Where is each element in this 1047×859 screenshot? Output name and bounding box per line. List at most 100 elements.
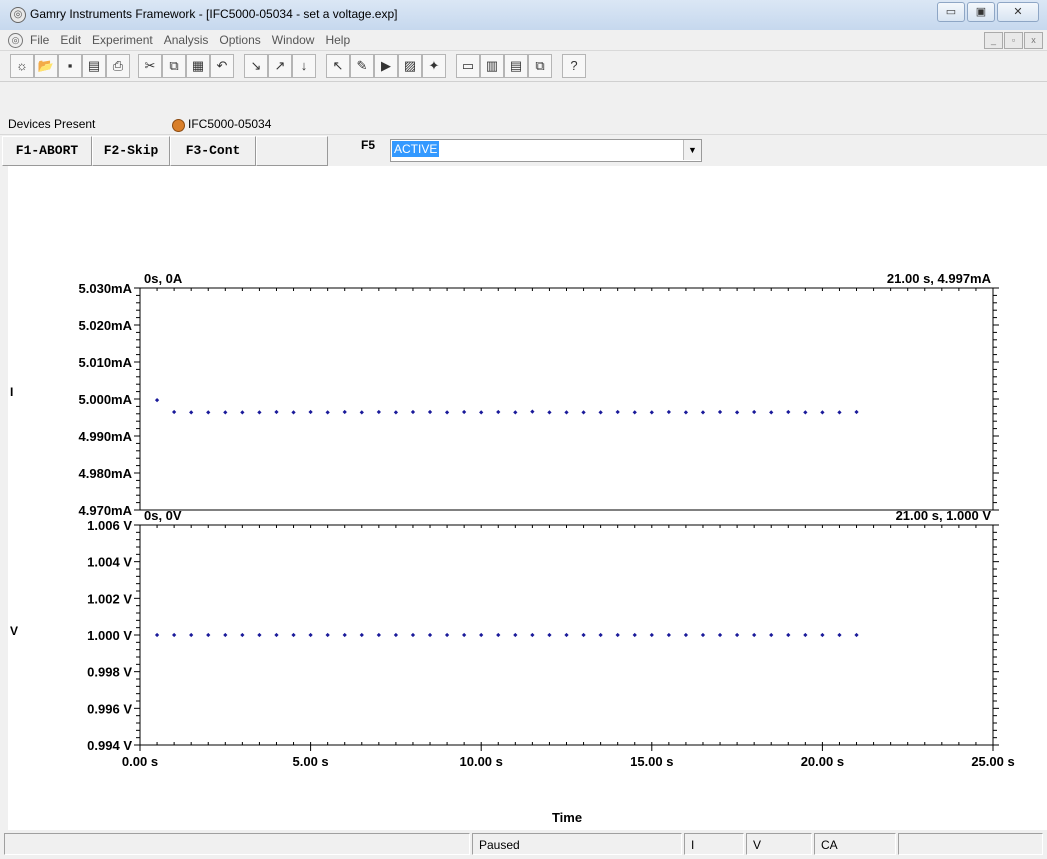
- continue-button[interactable]: F3-Cont: [170, 136, 256, 166]
- data-point: [325, 632, 330, 638]
- data-point: [427, 409, 433, 415]
- device-name[interactable]: IFC5000-05034: [188, 117, 272, 131]
- chevron-down-icon[interactable]: ▼: [683, 140, 701, 160]
- data-point: [154, 632, 160, 638]
- menu-experiment[interactable]: Experiment: [92, 33, 153, 47]
- data-point: [598, 410, 603, 415]
- chart-svg: 5.030mA 5.020mA 5.010mA 5.000mA 4.990mA 4.980…: [10, 271, 1015, 825]
- status-state: Paused: [472, 833, 682, 855]
- status-i: I: [684, 833, 744, 855]
- data-point: [564, 632, 569, 638]
- data-point: [223, 410, 228, 415]
- data-point: [666, 409, 671, 415]
- y-tick-label: 1.002 V: [87, 591, 132, 606]
- save-all-icon[interactable]: ▤: [82, 54, 106, 78]
- data-point: [769, 632, 774, 638]
- plot-area: 5.030mA 5.020mA 5.010mA 5.000mA 4.990mA 4.980…: [8, 166, 1047, 830]
- new-icon[interactable]: ☼: [10, 54, 34, 78]
- data-point: [171, 409, 177, 415]
- cursor-icon[interactable]: ↖: [326, 54, 350, 78]
- data-point: [359, 410, 364, 415]
- data-point: [837, 632, 842, 638]
- data-point: [240, 632, 245, 638]
- pen-icon[interactable]: ✎: [350, 54, 374, 78]
- data-point: [615, 409, 620, 415]
- help-icon[interactable]: ?: [562, 54, 586, 78]
- minimize-icon[interactable]: ▭: [937, 2, 965, 22]
- data-point: [803, 410, 808, 415]
- cut-icon[interactable]: ✂: [138, 54, 162, 78]
- y-tick-label: 5.010mA: [79, 355, 133, 370]
- close-icon[interactable]: ✕: [997, 2, 1039, 22]
- document-menu-icon[interactable]: ◎: [8, 33, 23, 48]
- y-tick-label: 4.970mA: [79, 503, 133, 518]
- empty-fkey-button[interactable]: [256, 136, 328, 166]
- print-icon[interactable]: ⎙: [106, 54, 130, 78]
- menu-analysis[interactable]: Analysis: [163, 33, 209, 47]
- plot-frame-1: [139, 287, 994, 511]
- pointer-icon[interactable]: ↘: [244, 54, 268, 78]
- open-icon[interactable]: 📂: [34, 54, 58, 78]
- data-point: [666, 632, 671, 638]
- devices-bar: Devices Present IFC5000-05034: [0, 114, 1047, 135]
- pointer-down-icon[interactable]: ↓: [292, 54, 316, 78]
- data-point: [683, 410, 689, 415]
- tile-horizontal-icon[interactable]: ▤: [504, 54, 528, 78]
- data-point: [683, 632, 689, 638]
- stack-windows-icon[interactable]: ▭: [456, 54, 480, 78]
- data-point: [223, 632, 228, 638]
- run-icon[interactable]: ▶: [374, 54, 398, 78]
- data-point: [274, 632, 279, 638]
- mdi-close-icon[interactable]: x: [1024, 32, 1043, 49]
- cascade-icon[interactable]: ⧉: [528, 54, 552, 78]
- menu-edit[interactable]: Edit: [60, 33, 82, 47]
- data-point: [410, 409, 416, 415]
- mdi-restore-icon[interactable]: ▫: [1004, 32, 1023, 49]
- undo-icon[interactable]: ↶: [210, 54, 234, 78]
- x-axis-label: Time: [552, 810, 582, 825]
- wand-icon[interactable]: ✦: [422, 54, 446, 78]
- pointer-up-icon[interactable]: ↗: [268, 54, 292, 78]
- corner-label-left: 0s, 0V: [144, 508, 182, 523]
- data-point: [410, 632, 416, 638]
- y-axis-label: V: [10, 624, 18, 638]
- status-panel-main: [4, 833, 470, 855]
- data-point: [257, 632, 262, 638]
- devices-label: Devices Present: [8, 117, 96, 131]
- menu-window[interactable]: Window: [271, 33, 315, 47]
- y-tick-label: 5.000mA: [79, 392, 133, 407]
- menu-help[interactable]: Help: [325, 33, 351, 47]
- menu-options[interactable]: Options: [219, 33, 261, 47]
- y-tick-label: 1.000 V: [87, 628, 132, 643]
- corner-label-right: 21.00 s, 4.997mA: [887, 271, 992, 286]
- data-point: [393, 410, 399, 415]
- data-point: [632, 632, 637, 638]
- save-icon[interactable]: ▪: [58, 54, 82, 78]
- copy-icon[interactable]: ⧉: [162, 54, 186, 78]
- f5-label: F5: [361, 138, 376, 152]
- data-point: [547, 632, 552, 638]
- data-point: [564, 410, 569, 415]
- skip-button[interactable]: F2-Skip: [92, 136, 170, 166]
- data-point: [291, 410, 296, 415]
- f5-dropdown[interactable]: ACTIVE ▼: [390, 139, 702, 162]
- data-point: [462, 632, 467, 638]
- data-point: [257, 410, 262, 415]
- data-point: [240, 410, 245, 415]
- data-point: [581, 632, 586, 638]
- abort-button[interactable]: F1-ABORT: [2, 136, 92, 166]
- data-point: [717, 409, 723, 415]
- gamry-logo-icon[interactable]: ◎: [10, 7, 26, 23]
- maximize-icon[interactable]: ▣: [967, 2, 995, 22]
- paste-icon[interactable]: ▦: [186, 54, 210, 78]
- data-point: [803, 632, 808, 638]
- chart-icon[interactable]: ▨: [398, 54, 422, 78]
- mdi-minimize-icon[interactable]: _: [984, 32, 1003, 49]
- tile-vertical-icon[interactable]: ▥: [480, 54, 504, 78]
- data-point: [752, 632, 757, 638]
- menu-file[interactable]: File: [30, 33, 50, 47]
- data-point: [837, 410, 842, 415]
- data-point: [325, 410, 330, 415]
- data-point: [786, 632, 791, 638]
